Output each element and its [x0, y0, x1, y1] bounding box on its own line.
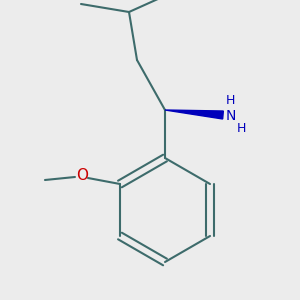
Text: H: H — [226, 94, 236, 107]
Text: O: O — [76, 169, 88, 184]
Polygon shape — [165, 110, 223, 119]
Text: H: H — [237, 122, 246, 134]
Text: N: N — [226, 109, 236, 123]
